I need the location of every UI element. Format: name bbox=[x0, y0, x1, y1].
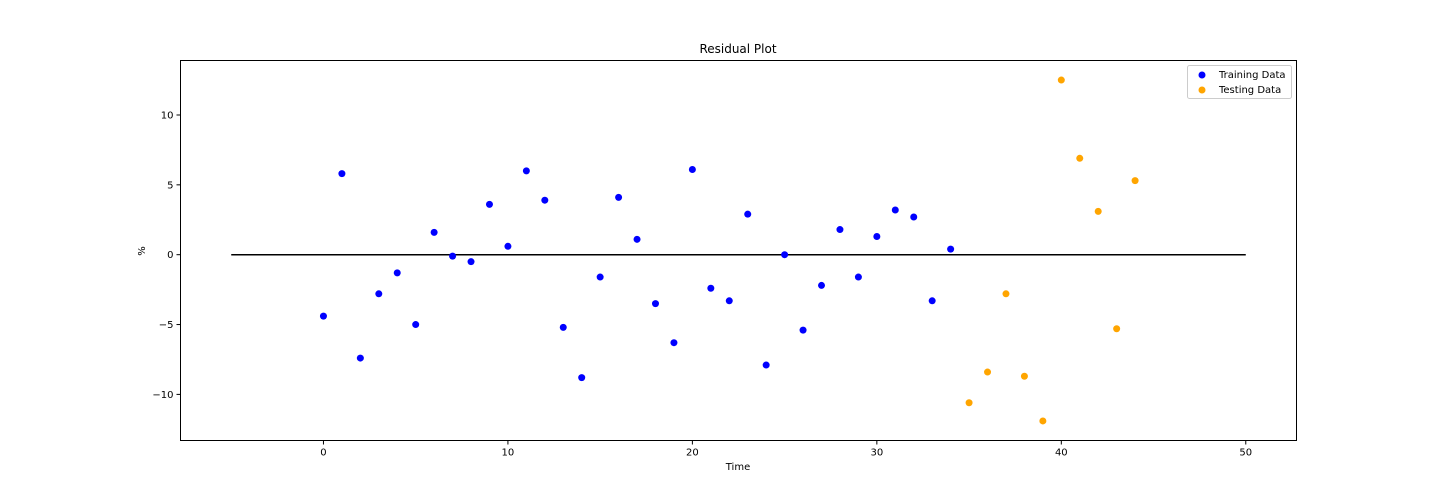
data-point-training bbox=[356, 354, 364, 362]
x-tick-label: 40 bbox=[1055, 448, 1068, 459]
data-point-training bbox=[541, 196, 549, 204]
data-point-training bbox=[430, 228, 438, 236]
data-point-training bbox=[615, 193, 623, 201]
legend-box bbox=[1187, 65, 1292, 99]
data-point-training bbox=[928, 297, 936, 305]
data-point-training bbox=[891, 206, 899, 214]
y-tick-label: 10 bbox=[161, 110, 174, 121]
x-axis-label: Time bbox=[725, 462, 750, 473]
data-point-training bbox=[393, 269, 401, 277]
x-tick-label: 20 bbox=[686, 448, 699, 459]
data-point-training bbox=[762, 361, 770, 369]
data-point-testing bbox=[1113, 325, 1121, 333]
x-tick-label: 30 bbox=[870, 448, 883, 459]
x-tick-label: 50 bbox=[1239, 448, 1252, 459]
legend-marker-testing bbox=[1198, 86, 1206, 94]
data-point-training bbox=[799, 326, 807, 334]
x-tick-label: 0 bbox=[320, 448, 326, 459]
data-point-training bbox=[559, 323, 567, 331]
data-point-training bbox=[467, 258, 475, 266]
data-point-training bbox=[633, 235, 641, 243]
data-point-training bbox=[781, 251, 789, 259]
y-tick-label: −10 bbox=[152, 390, 173, 401]
data-point-training bbox=[725, 297, 733, 305]
plot-frame bbox=[180, 60, 1297, 441]
data-point-training bbox=[910, 213, 918, 221]
legend-marker-training bbox=[1198, 71, 1206, 79]
data-point-testing bbox=[1131, 177, 1139, 185]
data-point-testing bbox=[1057, 76, 1065, 84]
x-tick-label: 10 bbox=[502, 448, 515, 459]
data-point-training bbox=[744, 210, 752, 218]
y-axis-label: % bbox=[137, 246, 148, 256]
data-point-training bbox=[947, 245, 955, 253]
data-point-training bbox=[319, 312, 327, 320]
data-point-training bbox=[873, 233, 881, 241]
data-point-training bbox=[578, 374, 586, 382]
plot-marks bbox=[231, 76, 1246, 425]
data-point-training bbox=[854, 273, 862, 281]
legend-label-training: Training Data bbox=[1218, 70, 1286, 81]
data-point-testing bbox=[1094, 207, 1102, 215]
data-point-testing bbox=[1002, 290, 1010, 298]
data-point-training bbox=[818, 281, 826, 289]
data-point-training bbox=[688, 165, 696, 173]
data-point-training bbox=[412, 321, 420, 329]
y-tick-label: −5 bbox=[159, 320, 174, 331]
data-point-training bbox=[707, 284, 715, 292]
data-point-training bbox=[338, 170, 346, 178]
data-point-training bbox=[651, 300, 659, 308]
data-point-training bbox=[670, 339, 678, 347]
data-point-testing bbox=[965, 399, 973, 407]
data-point-training bbox=[836, 226, 844, 234]
data-point-training bbox=[504, 242, 512, 250]
legend: Training Data Testing Data bbox=[1187, 65, 1292, 99]
data-point-testing bbox=[984, 368, 992, 376]
y-tick-label: 0 bbox=[167, 250, 173, 261]
y-tick-label: 5 bbox=[167, 180, 173, 191]
axis-ticks: 0 10 20 30 40 50 −10 −5 0 5 10 bbox=[152, 110, 1252, 458]
chart-title: Residual Plot bbox=[699, 42, 776, 56]
data-point-training bbox=[596, 273, 604, 281]
data-point-training bbox=[522, 167, 530, 175]
legend-label-testing: Testing Data bbox=[1218, 85, 1281, 96]
data-point-testing bbox=[1020, 372, 1028, 380]
data-point-testing bbox=[1039, 417, 1047, 425]
data-point-training bbox=[449, 252, 457, 260]
data-point-training bbox=[375, 290, 383, 298]
data-point-training bbox=[485, 200, 493, 208]
data-point-testing bbox=[1076, 154, 1084, 162]
